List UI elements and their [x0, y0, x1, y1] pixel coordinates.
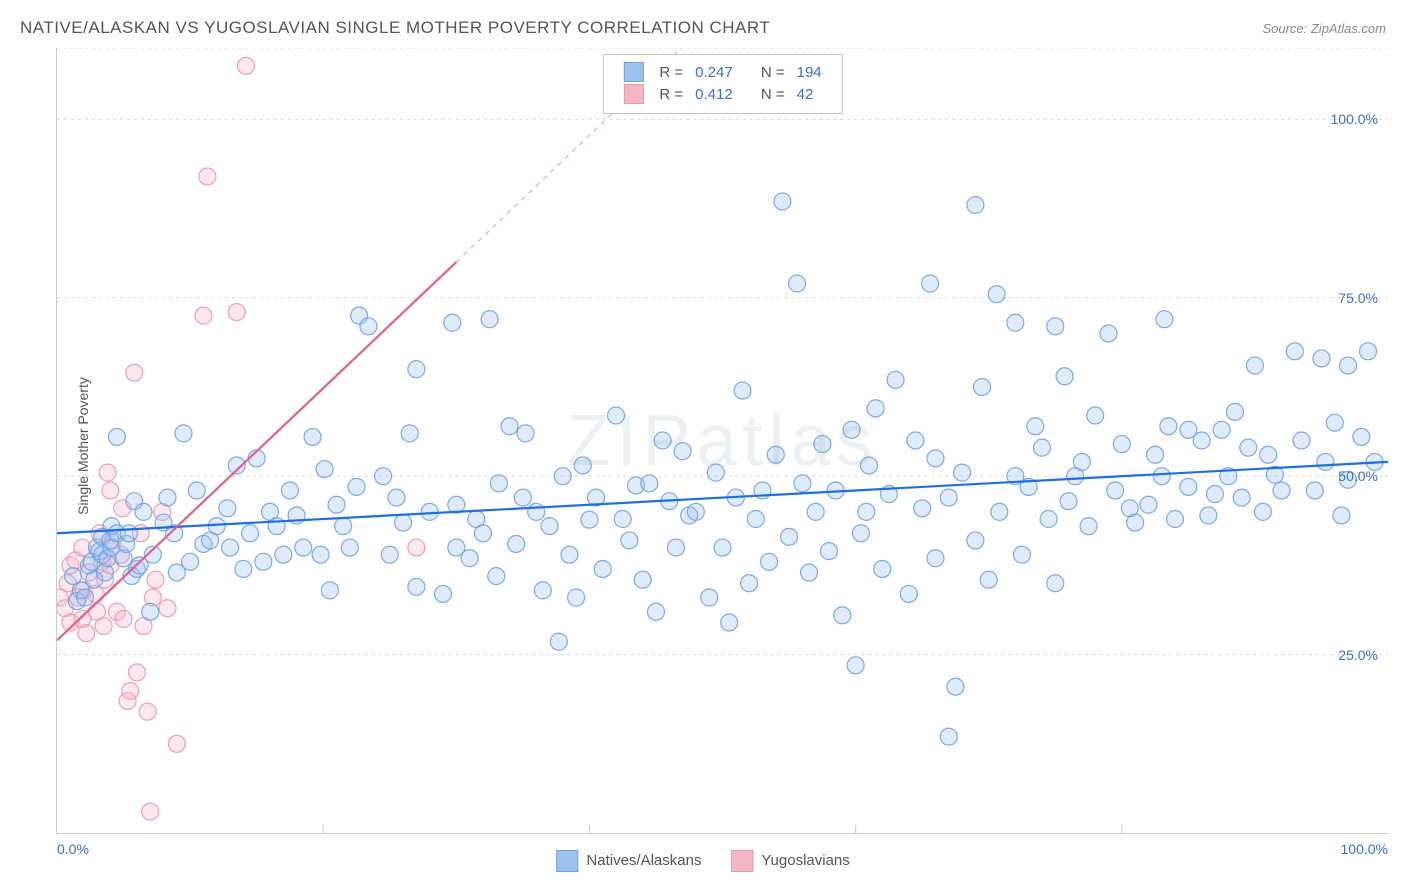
title-bar: NATIVE/ALASKAN VS YUGOSLAVIAN SINGLE MOT… [20, 18, 1386, 38]
swatch-natives [623, 62, 643, 82]
x-tick-label: 0.0% [57, 841, 89, 857]
r-label: R = [653, 83, 689, 105]
x-tick-label: 100.0% [1341, 841, 1388, 857]
y-tick-label: 50.0% [1338, 468, 1378, 484]
swatch-natives [556, 850, 578, 872]
y-tick-label: 100.0% [1331, 111, 1378, 127]
plot-area: ZIPatlas R = 0.247 N = 194 R = 0.412 N =… [56, 48, 1388, 834]
n-label: N = [755, 61, 791, 83]
legend-row-natives: R = 0.247 N = 194 [617, 61, 827, 83]
source-prefix: Source: [1262, 21, 1310, 36]
legend-row-yugoslavians: R = 0.412 N = 42 [617, 83, 827, 105]
legend-item-yugoslavians: Yugoslavians [731, 850, 849, 872]
legend-label-yugoslavians: Yugoslavians [761, 852, 849, 869]
legend-label-natives: Natives/Alaskans [586, 852, 701, 869]
swatch-yugoslavians [731, 850, 753, 872]
swatch-yugoslavians [623, 84, 643, 104]
source-attribution: Source: ZipAtlas.com [1262, 21, 1386, 36]
y-tick-label: 75.0% [1338, 290, 1378, 306]
r-label: R = [653, 61, 689, 83]
scatter-plot [57, 48, 1388, 833]
y-tick-label: 25.0% [1338, 647, 1378, 663]
chart-title: NATIVE/ALASKAN VS YUGOSLAVIAN SINGLE MOT… [20, 18, 770, 38]
legend-item-natives: Natives/Alaskans [556, 850, 701, 872]
r-value-natives: 0.247 [689, 61, 739, 83]
series-legend: Natives/Alaskans Yugoslavians [556, 850, 850, 872]
correlation-legend: R = 0.247 N = 194 R = 0.412 N = 42 [602, 54, 842, 114]
n-label: N = [755, 83, 791, 105]
n-value-natives: 194 [791, 61, 828, 83]
source-name: ZipAtlas.com [1311, 21, 1386, 36]
r-value-yugoslavians: 0.412 [689, 83, 739, 105]
n-value-yugoslavians: 42 [791, 83, 828, 105]
